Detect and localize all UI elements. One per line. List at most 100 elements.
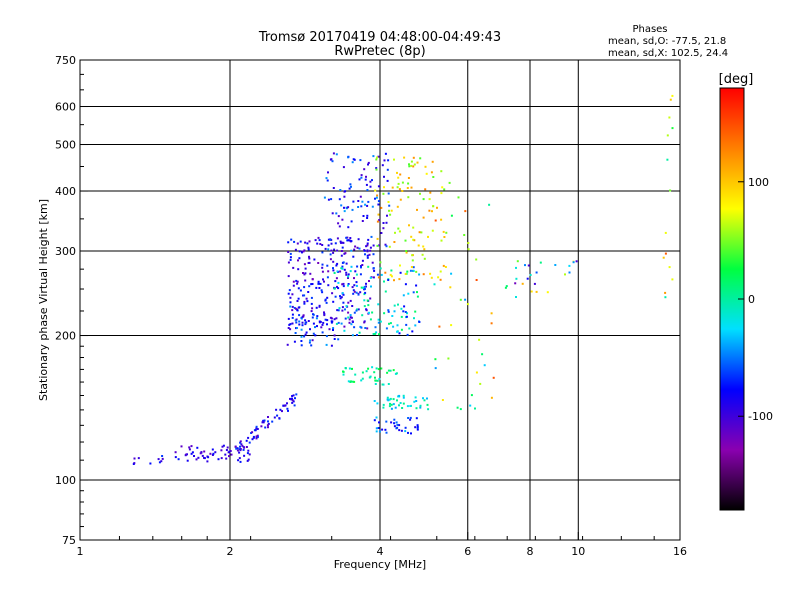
data-point [350, 240, 353, 243]
data-point [385, 327, 388, 330]
data-point [352, 292, 355, 295]
data-point [295, 279, 298, 282]
data-point [404, 283, 407, 286]
data-point [360, 174, 363, 177]
y-tick-label: 200 [55, 330, 76, 343]
data-point [319, 243, 322, 245]
data-point [180, 445, 183, 448]
data-point [323, 196, 326, 199]
data-point [364, 203, 367, 206]
data-point [366, 244, 369, 247]
data-point [668, 116, 671, 119]
data-point [289, 323, 292, 326]
data-point [238, 457, 241, 460]
data-point [393, 425, 396, 428]
data-point [342, 241, 345, 244]
data-point [304, 241, 307, 244]
data-point [349, 183, 352, 186]
data-point [260, 425, 263, 428]
data-point [340, 250, 343, 252]
data-point [317, 262, 320, 264]
data-point [376, 402, 379, 405]
data-point [492, 376, 495, 379]
data-point [524, 264, 526, 267]
data-point [361, 200, 364, 203]
data-point [193, 455, 195, 457]
data-point [133, 457, 136, 460]
data-point [410, 186, 413, 189]
data-point [401, 407, 404, 409]
data-point [318, 320, 321, 323]
data-point [357, 200, 360, 202]
data-point [221, 445, 224, 448]
data-point [203, 456, 205, 459]
data-point [295, 393, 298, 396]
data-point [240, 443, 243, 446]
data-point [347, 283, 350, 285]
data-point [292, 284, 295, 287]
data-point [359, 325, 362, 328]
data-point [375, 367, 378, 370]
data-point [396, 399, 398, 402]
x-tick-label: 4 [377, 545, 384, 558]
data-point [376, 379, 379, 382]
data-point [377, 203, 380, 206]
data-point [367, 238, 370, 241]
x-tick-label: 2 [227, 545, 234, 558]
data-point [380, 206, 383, 209]
data-point [671, 94, 674, 97]
data-point [347, 156, 350, 159]
data-point [387, 201, 390, 203]
data-point [369, 276, 372, 279]
data-point [369, 297, 372, 300]
data-point [311, 316, 314, 319]
data-point [330, 249, 333, 252]
data-point [342, 373, 345, 376]
data-point [668, 266, 671, 269]
data-point [326, 319, 329, 322]
data-point [278, 417, 281, 420]
data-point [326, 296, 329, 299]
data-point [335, 322, 338, 325]
data-point [310, 310, 313, 313]
data-point [490, 396, 493, 399]
data-point [378, 421, 380, 424]
data-point [321, 291, 324, 294]
data-point [671, 127, 674, 130]
data-point [399, 173, 402, 176]
stats-o-line: mean, sd,O: -77.5, 21.8 [608, 36, 726, 47]
colorbar-label: [deg] [719, 72, 754, 87]
data-point [343, 195, 346, 198]
data-point [228, 450, 231, 453]
data-point [401, 181, 404, 184]
data-point [311, 278, 314, 281]
data-point [364, 291, 367, 294]
data-point [311, 283, 314, 285]
data-point [416, 208, 418, 211]
data-point [359, 273, 362, 276]
data-point [318, 304, 321, 307]
data-point [429, 272, 432, 275]
data-point [414, 310, 417, 313]
data-point [359, 195, 362, 198]
data-point [398, 404, 400, 407]
data-point [342, 301, 345, 304]
data-point [413, 163, 416, 166]
data-point [291, 293, 294, 296]
data-point [261, 421, 264, 424]
data-point [432, 205, 435, 208]
data-point [379, 261, 382, 264]
data-point [327, 171, 329, 174]
data-point [422, 216, 425, 219]
data-point [372, 155, 375, 158]
data-point [174, 456, 177, 459]
data-point [324, 247, 327, 250]
data-point [340, 296, 343, 299]
data-point [441, 399, 444, 401]
data-point [347, 275, 350, 278]
data-point [363, 299, 366, 302]
data-point [358, 247, 361, 250]
data-point [463, 234, 466, 236]
data-point [433, 283, 436, 286]
data-point [355, 273, 358, 276]
